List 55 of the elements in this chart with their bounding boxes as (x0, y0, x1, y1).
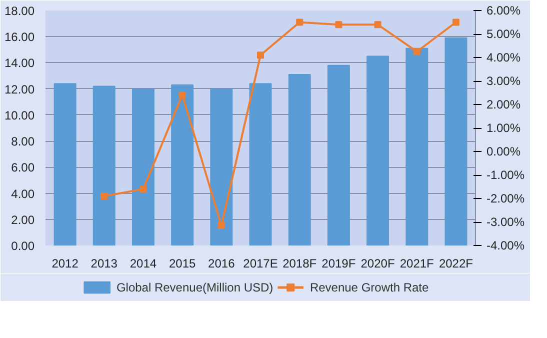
point (257, 52, 264, 59)
point (100, 192, 108, 200)
x-tick-label: 2017E (243, 256, 278, 270)
y2-tick-label: -4.00% (486, 238, 525, 252)
y2-tick-label: 1.00% (486, 121, 521, 135)
bar (444, 37, 468, 246)
x-tick-label: 2015 (168, 256, 196, 270)
point (374, 21, 382, 28)
bar (54, 83, 76, 246)
bar (171, 84, 194, 246)
x-tick-label: 2020F (360, 256, 395, 270)
x-tick-label: 2014 (130, 256, 157, 270)
x-tick-label: 2021F (400, 256, 434, 270)
bar (366, 56, 390, 246)
y2-tick-label: -3.00% (486, 215, 525, 229)
y-tick-label: 10.00 (4, 108, 35, 122)
point (218, 222, 225, 230)
x-tick-label: 2012 (52, 256, 79, 270)
point (178, 92, 186, 99)
y2-tick-label: -2.00% (486, 192, 525, 206)
y-tick-label: 8.00 (11, 134, 35, 149)
x-tick-label: 2022F (438, 256, 473, 270)
bar (92, 86, 116, 246)
x-tick-label: 2018F (282, 256, 317, 270)
x-tick-label: 2013 (90, 256, 118, 270)
point (296, 18, 304, 26)
y2-tick-label: 4.00% (486, 50, 521, 64)
y2-tick-label: 2.00% (486, 98, 521, 112)
y2-tick-label: 5.00% (486, 27, 521, 41)
legend-label: Global Revenue(Million USD) (116, 280, 274, 294)
bar (210, 88, 233, 246)
y2-tick-label: 3.00% (486, 74, 521, 88)
point (452, 18, 460, 26)
bar (249, 83, 272, 246)
bar (406, 48, 428, 246)
x-tick-label: 2019F (322, 256, 356, 270)
y-tick-label: 4.00 (11, 186, 35, 201)
point (140, 186, 147, 193)
y2-tick-label: -1.00% (486, 168, 525, 182)
y-tick-label: 18.00 (4, 4, 35, 18)
x-tick-label: 2016 (208, 256, 236, 270)
point (413, 48, 420, 56)
bar (327, 64, 350, 246)
y-tick-label: 6.00 (11, 160, 35, 175)
point (335, 21, 342, 28)
y2-tick-label: 0.00% (486, 144, 521, 158)
y-tick-label: 16.00 (4, 30, 35, 44)
y-tick-label: 2.00 (11, 212, 35, 227)
y-tick-label: 14.00 (4, 56, 35, 70)
legend-label: Revenue Growth Rate (310, 280, 430, 294)
y-tick-label: 12.00 (4, 82, 35, 96)
y2-tick-label: 6.00% (486, 4, 521, 18)
bar (288, 74, 311, 246)
y-tick-label: 0.00 (11, 239, 35, 253)
bar (132, 88, 154, 246)
